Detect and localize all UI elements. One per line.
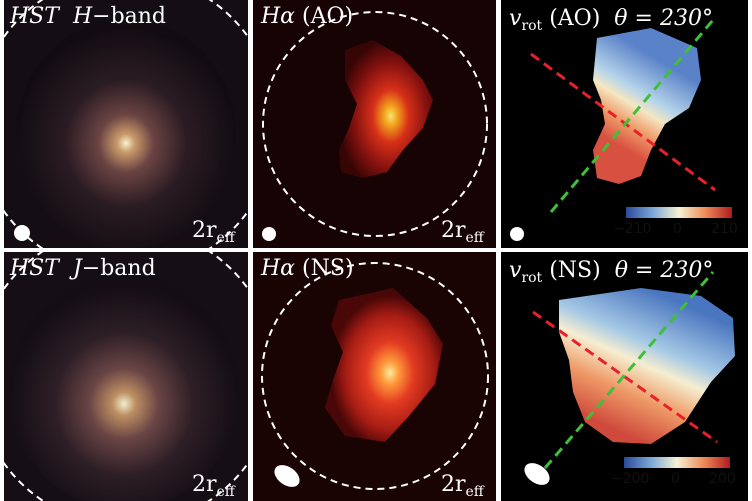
scale-label: 2reff bbox=[441, 218, 484, 246]
panel-title: vrot (NS) θ = 230° bbox=[509, 258, 714, 286]
panel-hst-h-band: HST H−band 2reff bbox=[4, 0, 248, 248]
colorbar-mid: 0 bbox=[673, 221, 682, 237]
panel-title: Hα (NS) bbox=[261, 256, 354, 281]
panel-vrot-ns: vrot (NS) θ = 230° −200 0 200 bbox=[501, 252, 748, 501]
scale-label: 2reff bbox=[192, 472, 235, 500]
hst-j-band-image bbox=[4, 252, 248, 501]
beam-icon bbox=[14, 225, 30, 241]
colorbar-max: 210 bbox=[711, 221, 738, 237]
beam-icon bbox=[510, 227, 524, 241]
panel-hst-j-band: HST J−band 2reff bbox=[4, 252, 248, 501]
colorbar: −200 0 200 bbox=[611, 456, 736, 492]
panel-halpha-ao: Hα (AO) 2reff bbox=[253, 0, 496, 248]
colorbar-min: −200 bbox=[611, 471, 650, 487]
panel-title: HST J−band bbox=[10, 256, 156, 281]
panel-vrot-ao: vrot (AO) θ = 230° −210 0 210 bbox=[501, 0, 748, 248]
colorbar-max: 200 bbox=[709, 471, 736, 487]
colorbar-mid: 0 bbox=[671, 471, 680, 487]
panel-title: HST H−band bbox=[10, 4, 167, 29]
panel-title: vrot (AO) θ = 230° bbox=[509, 6, 713, 34]
panel-halpha-ns: Hα (NS) 2reff bbox=[253, 252, 496, 501]
scale-label: 2reff bbox=[441, 472, 484, 500]
halpha-ao-image bbox=[253, 0, 496, 248]
beam-icon bbox=[524, 463, 550, 485]
colorbar: −210 0 210 bbox=[613, 206, 738, 242]
scale-label: 2reff bbox=[192, 218, 235, 246]
beam-icon bbox=[274, 465, 300, 487]
halpha-ns-image bbox=[253, 252, 496, 501]
beam-icon bbox=[262, 227, 276, 241]
hst-h-band-image bbox=[4, 0, 248, 248]
panel-title: Hα (AO) bbox=[261, 4, 354, 29]
colorbar-min: −210 bbox=[613, 221, 652, 237]
